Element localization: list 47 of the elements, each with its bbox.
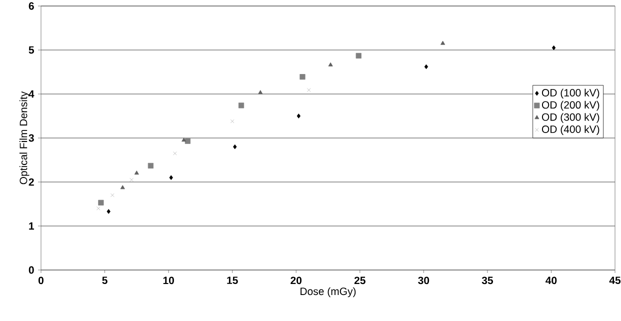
point bbox=[356, 52, 362, 59]
point bbox=[130, 178, 134, 182]
y-tick-label: 1 bbox=[29, 222, 34, 230]
point bbox=[258, 90, 263, 94]
point bbox=[306, 88, 311, 92]
x-tick-label: 5 bbox=[102, 276, 108, 284]
x-tick-label: 25 bbox=[354, 276, 366, 284]
point bbox=[98, 200, 104, 206]
legend-label: OD (400 kV) bbox=[542, 125, 600, 136]
point bbox=[552, 45, 556, 50]
point bbox=[96, 206, 100, 210]
legend-label: OD (100 kV) bbox=[542, 88, 600, 99]
point bbox=[424, 64, 428, 70]
x-axis-title: Dose (mGy) bbox=[300, 287, 356, 298]
y-tick-label: 6 bbox=[28, 2, 34, 10]
x-tick-label: 45 bbox=[609, 276, 621, 284]
point bbox=[173, 152, 177, 156]
x-tick-label: 20 bbox=[290, 276, 302, 284]
point bbox=[300, 74, 306, 80]
point bbox=[184, 138, 190, 144]
point bbox=[106, 209, 110, 214]
point bbox=[148, 162, 154, 169]
point bbox=[238, 102, 244, 108]
point bbox=[182, 138, 186, 142]
x-tick-label: 40 bbox=[546, 276, 557, 284]
point bbox=[134, 170, 139, 175]
point bbox=[233, 144, 237, 150]
legend-label: OD (300 kV) bbox=[542, 113, 600, 123]
y-axis-title: Optical Film Density bbox=[19, 91, 30, 184]
x-tick-label: 10 bbox=[163, 276, 174, 284]
legend-label: OD (200 kV) bbox=[542, 100, 600, 111]
y-tick-label: 0 bbox=[28, 266, 34, 274]
y-tick-label: 4 bbox=[28, 90, 34, 98]
point bbox=[230, 119, 234, 124]
y-tick-label: 3 bbox=[28, 134, 34, 142]
x-tick-label: 0 bbox=[38, 276, 44, 284]
y-tick-label: 5 bbox=[28, 46, 34, 54]
point bbox=[110, 193, 114, 198]
y-tick-label: 2 bbox=[28, 178, 34, 186]
point bbox=[169, 175, 173, 180]
point bbox=[296, 114, 301, 118]
x-tick-label: 15 bbox=[227, 276, 238, 284]
point bbox=[440, 40, 446, 45]
x-tick-label: 30 bbox=[418, 276, 430, 284]
point bbox=[120, 185, 125, 190]
x-tick-label: 35 bbox=[482, 276, 493, 284]
point bbox=[328, 62, 333, 66]
